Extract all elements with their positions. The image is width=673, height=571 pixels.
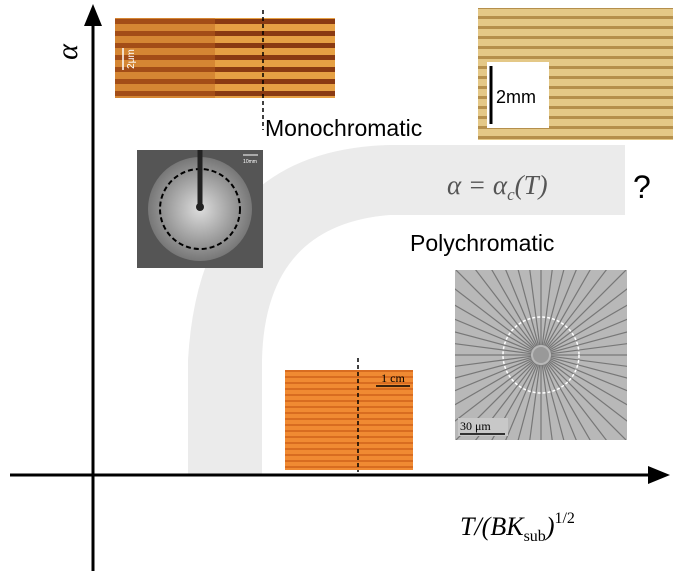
scale-label: 2mm [496, 87, 536, 107]
x-label-close: ) [544, 512, 555, 541]
region-label: Monochromatic [265, 115, 422, 141]
scale-label: 10mm [243, 159, 257, 165]
image-circle: 10mm [137, 150, 263, 268]
scale-label: 1 cm [381, 371, 405, 385]
question-mark: ? [633, 169, 651, 205]
image-top-right: 2mm [478, 8, 673, 140]
boundary-lhs: α = α [447, 170, 508, 200]
x-label-base: T/(BK [460, 512, 525, 541]
x-arrow [648, 466, 670, 484]
y-arrow [84, 4, 102, 26]
image-poly: 30 μm [421, 235, 661, 475]
region-label: Polychromatic [410, 230, 554, 256]
boundary-rhs: (T) [515, 170, 548, 200]
x-label-sup: 1/2 [554, 510, 574, 527]
scale-label: 30 μm [460, 419, 491, 433]
scale-label: 2μm [126, 49, 137, 69]
y-axis-label: α [51, 43, 84, 60]
boundary-label: α = αc(T) [447, 170, 548, 204]
image-orange: 1 cm [285, 358, 413, 472]
x-axis-label: T/(BKsub)1/2 [460, 510, 575, 545]
image-top-left: 2μm [115, 10, 335, 130]
x-label-sub: sub [524, 528, 546, 545]
phase-diagram: 2μm 2mm 10mm 1 cm 30 μm α T/(BKsub)1/2 M… [0, 0, 673, 571]
